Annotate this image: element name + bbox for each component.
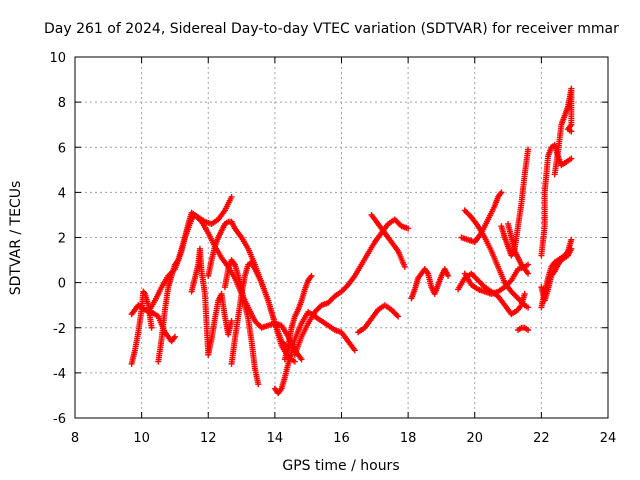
x-tick-label: 10 xyxy=(133,431,150,446)
x-tick-label: 14 xyxy=(267,431,284,446)
x-tick-label: 12 xyxy=(200,431,217,446)
grid xyxy=(75,57,608,418)
x-axis-label: GPS time / hours xyxy=(282,458,399,474)
data-point xyxy=(351,347,358,354)
data-point xyxy=(308,272,315,279)
x-tick-label: 18 xyxy=(400,431,417,446)
x-tick-label: 8 xyxy=(71,431,79,446)
y-tick-label: 0 xyxy=(58,277,66,292)
data-point xyxy=(568,155,575,162)
data-point xyxy=(445,272,452,279)
x-tick-label: 24 xyxy=(600,431,617,446)
x-tick-label: 16 xyxy=(333,431,350,446)
data-point xyxy=(395,313,402,320)
data-point xyxy=(228,317,235,324)
chart-title: Day 261 of 2024, Sidereal Day-to-day VTE… xyxy=(44,21,619,37)
data-point xyxy=(291,358,298,365)
x-tick-label: 22 xyxy=(533,431,550,446)
data-point xyxy=(171,333,178,340)
data-point xyxy=(255,381,262,388)
data-point xyxy=(298,356,305,363)
data-point xyxy=(148,324,155,331)
data-point xyxy=(141,289,148,296)
y-tick-label: 6 xyxy=(58,141,66,156)
y-axis-label: SDTVAR / TECUs xyxy=(8,181,24,296)
y-tick-label: 4 xyxy=(58,186,66,201)
y-tick-label: -2 xyxy=(53,322,66,337)
data-point xyxy=(521,290,528,297)
data-point xyxy=(228,193,235,200)
y-tick-label: -4 xyxy=(53,367,66,382)
plot-frame xyxy=(74,56,609,419)
data-point xyxy=(401,263,408,270)
data-point xyxy=(568,236,575,243)
data-point xyxy=(568,128,575,135)
data-marks xyxy=(128,85,575,397)
data-point xyxy=(525,146,532,153)
y-tick-label: 8 xyxy=(58,96,66,111)
data-point xyxy=(525,270,532,277)
y-tick-label: 10 xyxy=(49,51,66,66)
data-point xyxy=(405,225,412,232)
x-tick-label: 20 xyxy=(466,431,483,446)
data-point xyxy=(568,245,575,252)
data-point xyxy=(525,327,532,334)
y-tick-label: -6 xyxy=(53,412,66,427)
data-point xyxy=(525,261,532,268)
data-point xyxy=(498,189,505,196)
y-tick-label: 2 xyxy=(58,232,66,247)
data-point xyxy=(525,304,532,311)
